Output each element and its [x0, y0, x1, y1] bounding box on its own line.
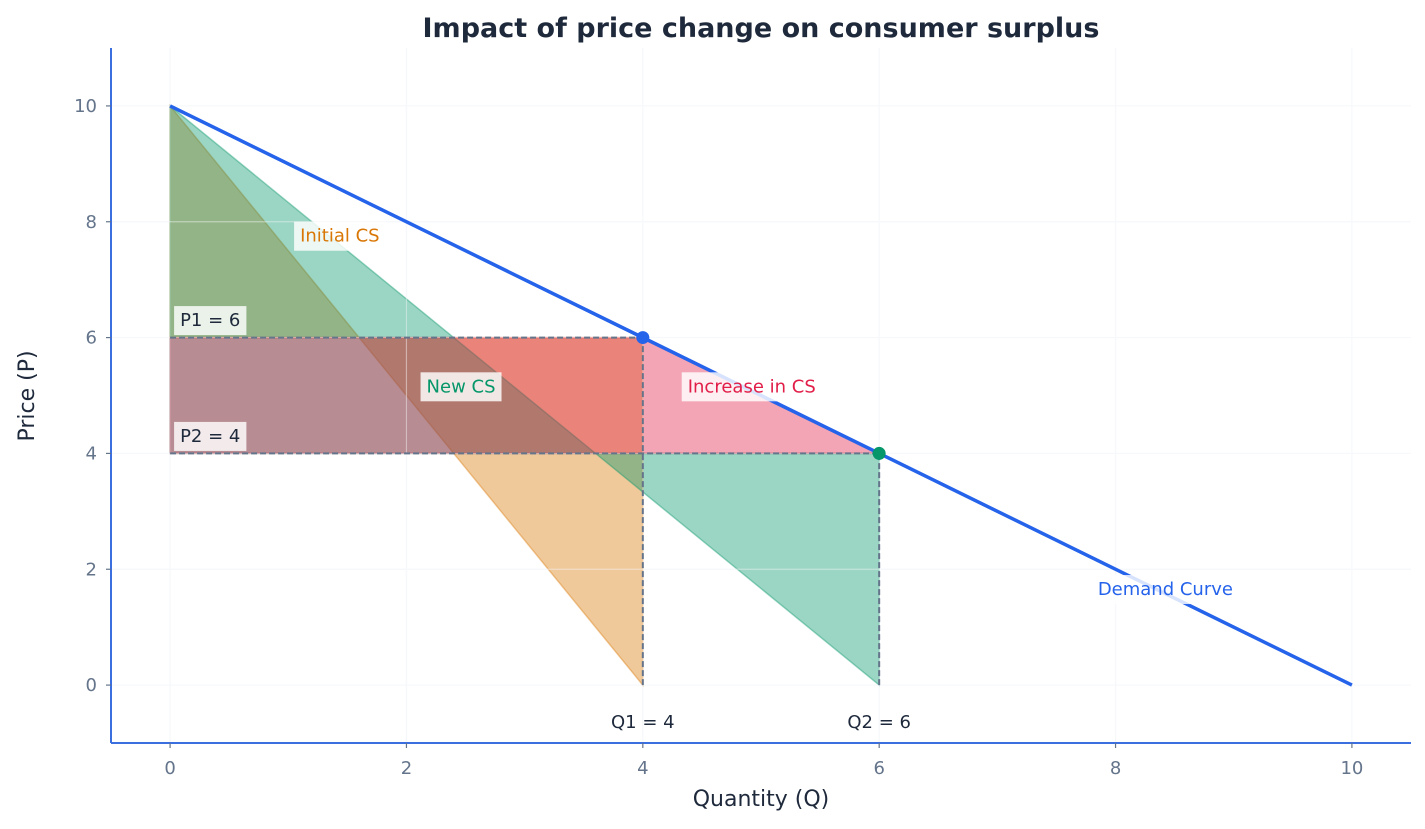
x-tick-label: 10 — [1340, 758, 1363, 779]
region-label-box — [420, 372, 502, 402]
region-label-box — [681, 372, 822, 402]
quantity-label: Q1 = 4 — [611, 712, 675, 733]
y-tick-label: 4 — [86, 443, 97, 464]
equilibrium-point — [872, 446, 886, 460]
y-tick-label: 2 — [86, 559, 97, 580]
y-tick-label: 6 — [86, 328, 97, 349]
y-tick-label: 10 — [74, 96, 97, 117]
chart-title: Impact of price change on consumer surpl… — [423, 13, 1100, 44]
x-tick-label: 0 — [164, 758, 175, 779]
equilibrium-points — [636, 331, 886, 460]
price-label-box — [174, 306, 247, 336]
axes: 0 2 4 6 8 10 0 2 4 6 8 10 — [74, 48, 1411, 779]
x-tick-label: 2 — [401, 758, 412, 779]
equilibrium-point — [636, 331, 650, 345]
y-axis-label: Price (P) — [15, 350, 40, 441]
price-label-box — [174, 421, 247, 451]
y-tick-label: 8 — [86, 212, 97, 233]
price-label: P2 = 4 — [180, 426, 240, 447]
x-axis-label: Quantity (Q) — [693, 787, 830, 812]
region-label: Initial CS — [300, 226, 380, 247]
demand-curve-label-box — [1091, 575, 1239, 605]
x-tick-label: 4 — [637, 758, 648, 779]
region-label: New CS — [427, 376, 496, 397]
x-tick-label: 8 — [1110, 758, 1121, 779]
quantity-label: Q2 = 6 — [847, 712, 911, 733]
reference-lines — [170, 336, 881, 686]
region-label-box — [294, 221, 386, 251]
demand-curve-label: Demand Curve — [1098, 579, 1233, 600]
y-tick-label: 0 — [86, 675, 97, 696]
region-label: Increase in CS — [688, 376, 816, 397]
price-label: P1 = 6 — [180, 310, 240, 331]
annotations: Initial CS New CS Increase in CS Demand Cur… — [174, 221, 1239, 733]
x-tick-label: 6 — [873, 758, 884, 779]
